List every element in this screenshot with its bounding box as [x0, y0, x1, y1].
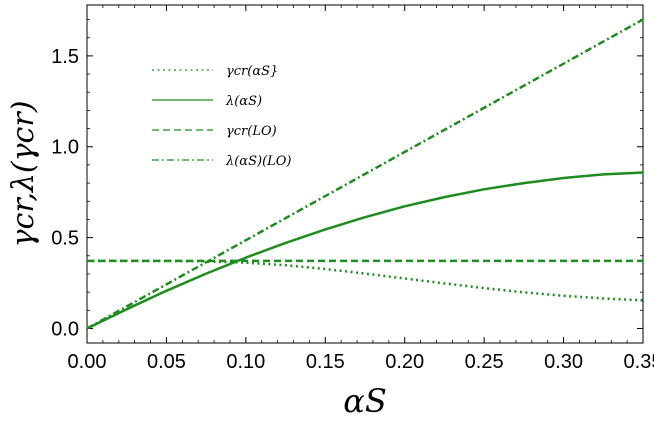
y-tick-label: 1.0 — [51, 137, 79, 159]
y-tick-label: 0.0 — [51, 318, 79, 340]
legend: γcr(αS} λ(αS) γcr(LO) λ(αS)(LO) — [152, 64, 292, 169]
x-tick-label: 0.30 — [544, 351, 583, 373]
y-axis-title: γcr,λ(γcr) — [6, 101, 41, 248]
x-tick-label: 0.15 — [306, 351, 345, 373]
axis-ticks: 0.00 0.05 0.10 0.15 0.20 0.25 0.30 0.35 0.0 0.5 1.… — [51, 5, 654, 373]
series-layer — [86, 18, 644, 330]
x-tick-label: 0.05 — [147, 351, 186, 373]
plot-frame — [86, 4, 644, 344]
legend-label: γcr(LO) — [226, 124, 277, 139]
y-tick-label: 0.5 — [51, 228, 79, 250]
plot-border — [86, 4, 644, 344]
x-tick-label: 0.35 — [624, 351, 654, 373]
x-tick-label: 0.10 — [226, 351, 265, 373]
legend-label: γcr(αS} — [226, 64, 278, 79]
x-axis-title: αS — [343, 382, 387, 420]
legend-label: λ(αS) — [225, 94, 262, 109]
x-tick-label: 0.25 — [465, 351, 504, 373]
legend-label: λ(αS)(LO) — [225, 154, 292, 169]
x-tick-label: 0.20 — [385, 351, 424, 373]
x-tick-label: 0.00 — [68, 351, 107, 373]
series-line-1 — [87, 259, 644, 302]
series-line-4 — [86, 18, 644, 330]
y-tick-label: 1.5 — [51, 46, 79, 68]
series-line-2 — [86, 171, 644, 330]
